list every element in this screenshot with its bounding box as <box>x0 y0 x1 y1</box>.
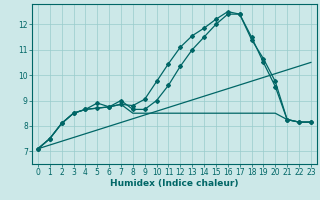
X-axis label: Humidex (Indice chaleur): Humidex (Indice chaleur) <box>110 179 239 188</box>
